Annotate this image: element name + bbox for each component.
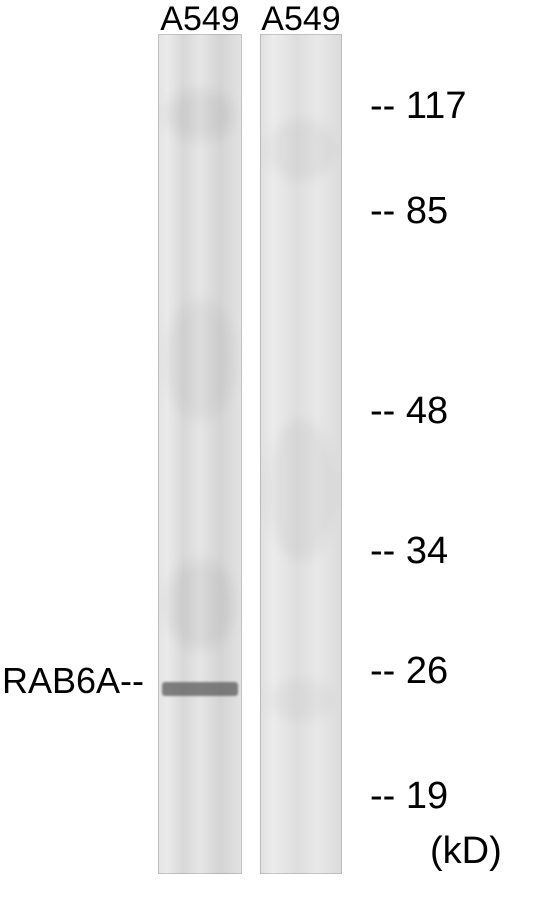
smudge [165,300,235,420]
smudge [267,680,335,720]
protein-label: RAB6A-- [2,660,144,702]
mw-marker-85: -- 85 [370,190,448,233]
mw-marker-48: -- 48 [370,390,448,433]
lane-1 [158,34,242,874]
mw-marker-26: -- 26 [370,650,448,693]
smudge [165,560,235,650]
mw-marker-19: -- 19 [370,775,448,818]
smudge [267,420,335,560]
unit-label: (kD) [430,830,502,873]
protein-band [162,682,238,696]
smudge [267,120,335,180]
mw-marker-117: -- 117 [370,85,466,128]
mw-marker-34: -- 34 [370,530,448,573]
blot-canvas: A549A549-- 117-- 85-- 48-- 34-- 26-- 19(… [0,0,548,908]
smudge [165,90,235,140]
